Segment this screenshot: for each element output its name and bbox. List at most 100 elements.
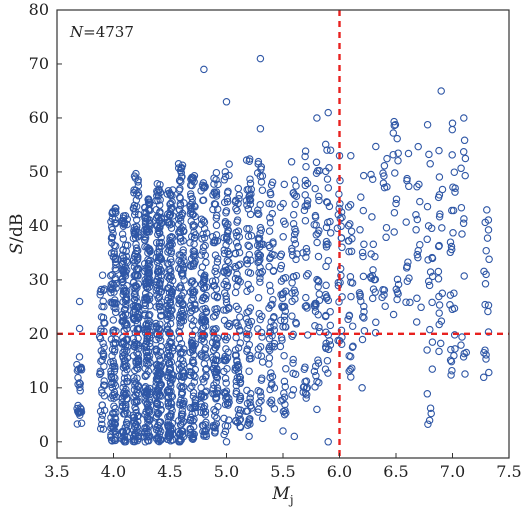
data-point xyxy=(176,382,184,390)
data-point xyxy=(483,234,492,242)
data-point xyxy=(448,206,456,215)
data-point xyxy=(112,335,120,343)
data-point xyxy=(393,275,402,284)
data-point xyxy=(258,414,267,423)
data-point xyxy=(303,200,311,208)
data-point xyxy=(246,179,255,188)
data-point xyxy=(222,393,231,401)
data-point xyxy=(303,331,312,339)
data-point xyxy=(417,303,425,312)
x-tick-label: 4.5 xyxy=(157,462,182,481)
data-point xyxy=(210,200,219,208)
data-point xyxy=(145,222,154,231)
data-point xyxy=(199,284,208,293)
data-point xyxy=(322,294,331,302)
data-point xyxy=(265,354,274,362)
data-point xyxy=(212,339,221,347)
data-point xyxy=(290,432,299,441)
data-point xyxy=(372,318,380,327)
data-point xyxy=(288,244,296,253)
data-point xyxy=(133,298,142,306)
data-point xyxy=(265,342,274,351)
data-point xyxy=(425,281,434,290)
data-point xyxy=(199,375,207,383)
data-point xyxy=(428,338,437,346)
data-point xyxy=(145,205,153,214)
data-point xyxy=(287,158,296,166)
data-point xyxy=(276,252,285,261)
data-point xyxy=(156,418,165,426)
data-point xyxy=(291,370,300,379)
data-point xyxy=(265,281,274,290)
data-point xyxy=(427,224,436,233)
data-point xyxy=(186,288,195,296)
data-point xyxy=(134,350,143,359)
data-point xyxy=(75,324,84,333)
data-point xyxy=(177,307,186,315)
data-point xyxy=(132,244,141,252)
data-point xyxy=(247,256,255,264)
data-point xyxy=(480,348,488,357)
data-point xyxy=(290,235,298,244)
data-point xyxy=(324,438,332,446)
data-point xyxy=(107,430,115,439)
data-point xyxy=(201,428,209,436)
data-point xyxy=(257,392,265,401)
data-point xyxy=(276,342,285,351)
data-point xyxy=(460,349,468,358)
data-point xyxy=(130,430,139,438)
data-point xyxy=(232,390,240,398)
data-point xyxy=(120,379,128,387)
data-point xyxy=(202,418,210,427)
data-point xyxy=(141,425,149,433)
data-point xyxy=(155,185,163,193)
data-point xyxy=(120,392,128,400)
data-point xyxy=(232,264,240,272)
data-point xyxy=(389,150,397,159)
data-point xyxy=(222,98,231,106)
data-point xyxy=(231,249,240,258)
data-point xyxy=(190,172,199,180)
data-point xyxy=(120,387,129,396)
data-point xyxy=(189,388,198,397)
data-point xyxy=(266,213,274,222)
data-point xyxy=(120,361,128,369)
data-point xyxy=(200,276,209,284)
data-point xyxy=(222,292,230,300)
data-point xyxy=(372,142,380,151)
data-point xyxy=(235,191,244,199)
data-point xyxy=(191,305,200,313)
data-point xyxy=(436,210,444,218)
data-point xyxy=(166,199,175,208)
data-point xyxy=(134,303,143,311)
data-point xyxy=(233,319,241,327)
data-point xyxy=(256,223,265,232)
data-point xyxy=(167,204,176,213)
data-point xyxy=(337,222,345,231)
data-point xyxy=(111,338,120,347)
data-point xyxy=(245,224,253,233)
data-point xyxy=(265,334,274,343)
data-point xyxy=(360,240,368,249)
data-point xyxy=(258,267,267,276)
data-point xyxy=(423,346,431,354)
data-point xyxy=(197,403,206,411)
data-point xyxy=(169,285,177,294)
data-point xyxy=(345,352,353,360)
data-point xyxy=(223,197,232,206)
data-point xyxy=(258,186,267,194)
data-point xyxy=(423,390,432,398)
data-point xyxy=(325,164,333,172)
data-point xyxy=(174,164,183,172)
data-point xyxy=(413,294,421,303)
data-point xyxy=(202,258,210,267)
data-point xyxy=(190,221,199,230)
data-point xyxy=(199,243,208,251)
x-tick-label: 4.0 xyxy=(101,462,126,481)
data-point xyxy=(315,290,324,298)
data-point xyxy=(347,227,356,236)
data-point xyxy=(134,358,142,366)
x-tick-label: 6.5 xyxy=(383,462,408,481)
data-point xyxy=(174,160,183,168)
data-point xyxy=(359,171,368,180)
